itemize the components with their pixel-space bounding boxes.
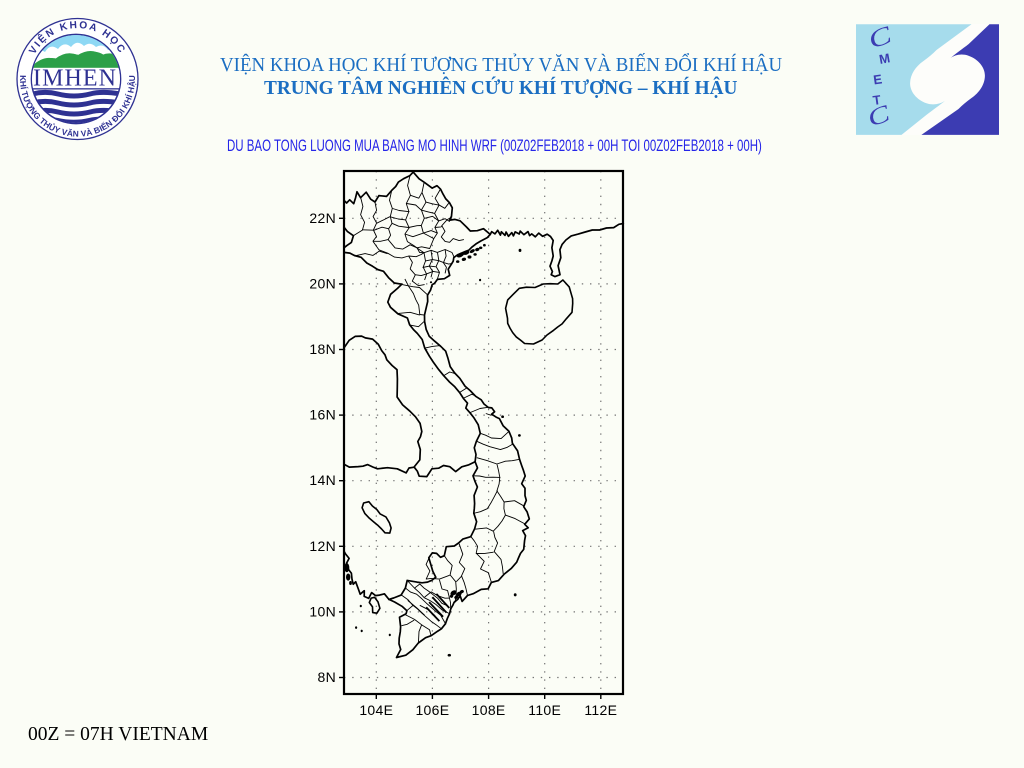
svg-text:16N: 16N: [309, 407, 336, 423]
svg-text:14N: 14N: [309, 472, 336, 488]
svg-text:108E: 108E: [472, 702, 506, 718]
svg-text:106E: 106E: [415, 702, 449, 718]
svg-text:E: E: [872, 71, 883, 87]
svg-text:IMHEN: IMHEN: [33, 66, 116, 92]
svg-text:12N: 12N: [309, 538, 336, 554]
svg-text:10N: 10N: [309, 603, 336, 619]
svg-text:22N: 22N: [309, 210, 336, 226]
svg-text:104E: 104E: [359, 702, 393, 718]
svg-text:8N: 8N: [318, 669, 337, 685]
svg-text:M: M: [878, 50, 891, 67]
svg-text:112E: 112E: [584, 702, 617, 718]
svg-text:110E: 110E: [528, 702, 561, 718]
svg-text:T: T: [872, 92, 882, 108]
svg-text:18N: 18N: [309, 341, 336, 357]
svg-text:20N: 20N: [309, 275, 336, 291]
